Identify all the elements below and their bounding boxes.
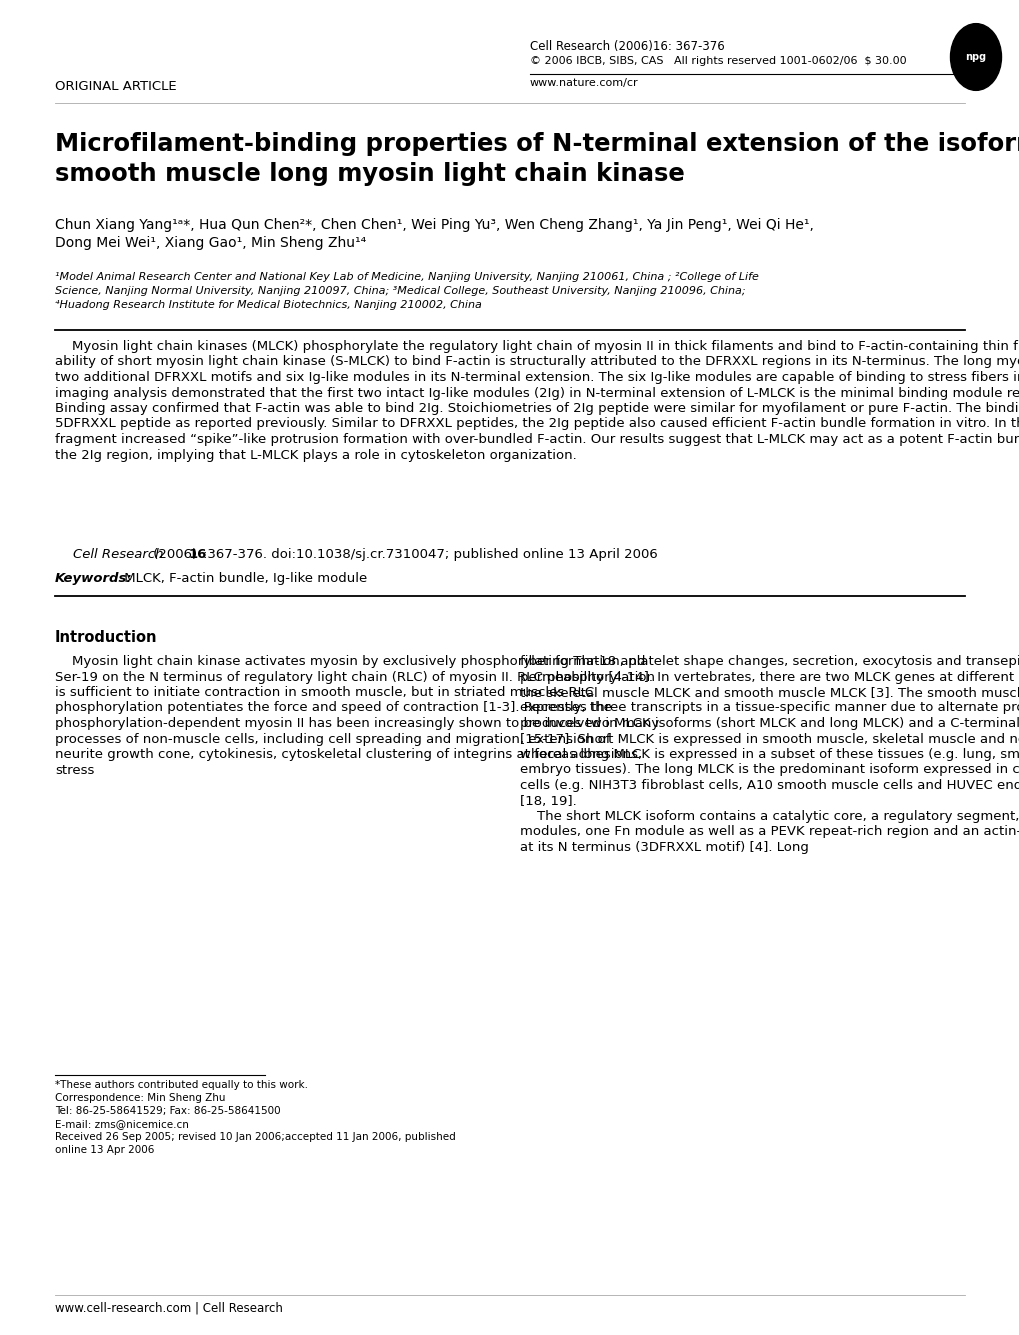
Text: whereas long MLCK is expressed in a subset of these tissues (e.g. lung, smooth m: whereas long MLCK is expressed in a subs… xyxy=(520,748,1019,761)
Circle shape xyxy=(950,24,1001,91)
Text: imaging analysis demonstrated that the first two intact Ig-like modules (2Ig) in: imaging analysis demonstrated that the f… xyxy=(55,387,1019,399)
Text: [15-17]. Short MLCK is expressed in smooth muscle, skeletal muscle and non-muscl: [15-17]. Short MLCK is expressed in smoo… xyxy=(520,733,1019,745)
Text: phosphorylation potentiates the force and speed of contraction [1-3]. Recently, : phosphorylation potentiates the force an… xyxy=(55,701,611,714)
Text: the 2Ig region, implying that L-MLCK plays a role in cytoskeleton organization.: the 2Ig region, implying that L-MLCK pla… xyxy=(55,449,576,462)
Text: Cell Research (2006)16: 367-376: Cell Research (2006)16: 367-376 xyxy=(530,40,725,53)
Text: ORIGINAL ARTICLE: ORIGINAL ARTICLE xyxy=(55,80,176,93)
Text: Keywords:: Keywords: xyxy=(55,571,132,585)
Text: processes of non-muscle cells, including cell spreading and migration, extension: processes of non-muscle cells, including… xyxy=(55,733,610,745)
Text: Dong Mei Wei¹, Xiang Gao¹, Min Sheng Zhu¹⁴: Dong Mei Wei¹, Xiang Gao¹, Min Sheng Zhu… xyxy=(55,236,366,250)
Text: E-mail: zms@nicemice.cn: E-mail: zms@nicemice.cn xyxy=(55,1119,189,1129)
Text: modules, one Fn module as well as a PEVK repeat-rich region and an actin-binding: modules, one Fn module as well as a PEVK… xyxy=(520,825,1019,838)
Text: © 2006 IBCB, SIBS, CAS   All rights reserved 1001-0602/06  $ 30.00: © 2006 IBCB, SIBS, CAS All rights reserv… xyxy=(530,56,906,65)
Text: fragment increased “spike”-like protrusion formation with over-bundled F-actin. : fragment increased “spike”-like protrusi… xyxy=(55,433,1019,446)
Text: expresses three transcripts in a tissue-specific manner due to alternate promote: expresses three transcripts in a tissue-… xyxy=(520,701,1019,714)
Text: 5DFRXXL peptide as reported previously. Similar to DFRXXL peptides, the 2Ig pept: 5DFRXXL peptide as reported previously. … xyxy=(55,418,1019,430)
Text: produces two MLCK isoforms (short MLCK and long MLCK) and a C-terminal Ig module: produces two MLCK isoforms (short MLCK a… xyxy=(520,717,1019,730)
Text: Correspondence: Min Sheng Zhu: Correspondence: Min Sheng Zhu xyxy=(55,1093,225,1103)
Text: Chun Xiang Yang¹ᵃ*, Hua Qun Chen²*, Chen Chen¹, Wei Ping Yu³, Wen Cheng Zhang¹, : Chun Xiang Yang¹ᵃ*, Hua Qun Chen²*, Chen… xyxy=(55,218,813,232)
Text: Myosin light chain kinases (MLCK) phosphorylate the regulatory light chain of my: Myosin light chain kinases (MLCK) phosph… xyxy=(55,340,1019,352)
Text: Tel: 86-25-58641529; Fax: 86-25-58641500: Tel: 86-25-58641529; Fax: 86-25-58641500 xyxy=(55,1105,280,1116)
Text: www.nature.com/cr: www.nature.com/cr xyxy=(530,77,638,88)
Text: Microfilament-binding properties of N-terminal extension of the isoform of
smoot: Microfilament-binding properties of N-te… xyxy=(55,132,1019,186)
Text: Science, Nanjing Normal University, Nanjing 210097, China; ³Medical College, Sou: Science, Nanjing Normal University, Nanj… xyxy=(55,286,745,296)
Text: Cell Research: Cell Research xyxy=(73,547,163,561)
Text: the skeletal muscle MLCK and smooth muscle MLCK [3]. The smooth muscle MLCK locu: the skeletal muscle MLCK and smooth musc… xyxy=(520,686,1019,700)
Text: www.cell-research.com | Cell Research: www.cell-research.com | Cell Research xyxy=(55,1302,282,1315)
Text: permeability [4-14]. In vertebrates, there are two MLCK genes at different genom: permeability [4-14]. In vertebrates, the… xyxy=(520,670,1019,684)
Text: ⁴Huadong Research Institute for Medical Biotechnics, Nanjing 210002, China: ⁴Huadong Research Institute for Medical … xyxy=(55,300,481,310)
Text: Myosin light chain kinase activates myosin by exclusively phosphorylating Thr-18: Myosin light chain kinase activates myos… xyxy=(55,655,645,668)
Text: Received 26 Sep 2005; revised 10 Jan 2006;accepted 11 Jan 2006, published: Received 26 Sep 2005; revised 10 Jan 200… xyxy=(55,1132,455,1141)
Text: (2006): (2006) xyxy=(149,547,201,561)
Text: is sufficient to initiate contraction in smooth muscle, but in striated muscles : is sufficient to initiate contraction in… xyxy=(55,686,593,700)
Text: embryo tissues). The long MLCK is the predominant isoform expressed in cultured : embryo tissues). The long MLCK is the pr… xyxy=(520,764,1019,777)
Text: The short MLCK isoform contains a catalytic core, a regulatory segment, three Ig: The short MLCK isoform contains a cataly… xyxy=(520,810,1019,822)
Text: neurite growth cone, cytokinesis, cytoskeletal clustering of integrins at focal : neurite growth cone, cytokinesis, cytosk… xyxy=(55,748,642,761)
Text: ¹Model Animal Research Center and National Key Lab of Medicine, Nanjing Universi: ¹Model Animal Research Center and Nation… xyxy=(55,272,758,282)
Text: phosphorylation-dependent myosin II has been increasingly shown to be involved i: phosphorylation-dependent myosin II has … xyxy=(55,717,658,730)
Text: two additional DFRXXL motifs and six Ig-like modules in its N-terminal extension: two additional DFRXXL motifs and six Ig-… xyxy=(55,371,1019,384)
Text: npg: npg xyxy=(965,52,985,61)
Text: cells (e.g. NIH3T3 fibroblast cells, A10 smooth muscle cells and HUVEC endotheli: cells (e.g. NIH3T3 fibroblast cells, A10… xyxy=(520,780,1019,792)
Text: at its N terminus (3DFRXXL motif) [4]. Long: at its N terminus (3DFRXXL motif) [4]. L… xyxy=(520,841,808,854)
Text: ability of short myosin light chain kinase (S-MLCK) to bind F-actin is structura: ability of short myosin light chain kina… xyxy=(55,355,1019,368)
Text: fiber formation, platelet shape changes, secretion, exocytosis and transepitheli: fiber formation, platelet shape changes,… xyxy=(520,655,1019,668)
Text: [18, 19].: [18, 19]. xyxy=(520,794,576,808)
Text: *These authors contributed equally to this work.: *These authors contributed equally to th… xyxy=(55,1080,308,1089)
Text: 16: 16 xyxy=(189,547,207,561)
Text: Introduction: Introduction xyxy=(55,630,157,645)
Text: Ser-19 on the N terminus of regulatory light chain (RLC) of myosin II. RLC phosp: Ser-19 on the N terminus of regulatory l… xyxy=(55,670,654,684)
Text: MLCK, F-actin bundle, Ig-like module: MLCK, F-actin bundle, Ig-like module xyxy=(120,571,367,585)
Text: stress: stress xyxy=(55,764,95,777)
Text: online 13 Apr 2006: online 13 Apr 2006 xyxy=(55,1145,154,1155)
Text: Binding assay confirmed that F-actin was able to bind 2Ig. Stoichiometries of 2I: Binding assay confirmed that F-actin was… xyxy=(55,402,1019,415)
Text: :367-376. doi:10.1038/sj.cr.7310047; published online 13 April 2006: :367-376. doi:10.1038/sj.cr.7310047; pub… xyxy=(203,547,657,561)
